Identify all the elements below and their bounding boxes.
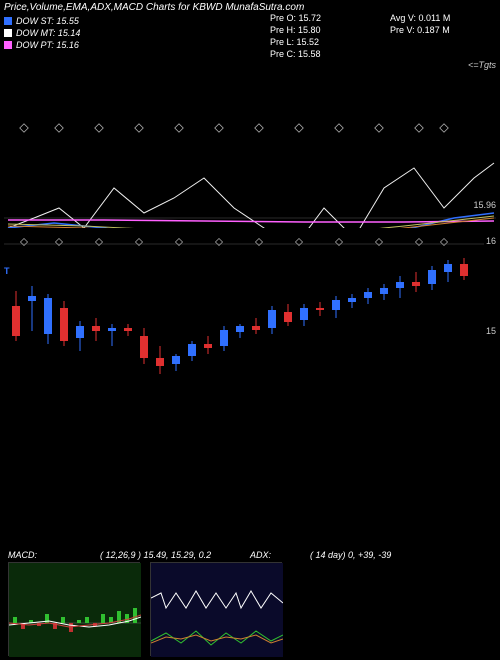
- stat-line: Pre O: 15.72: [270, 12, 321, 24]
- legend-box-st: [4, 17, 12, 25]
- stat-line: Pre H: 15.80: [270, 24, 321, 36]
- legend-label-mt: DOW MT: 15.14: [16, 28, 80, 38]
- t-marker: T: [4, 266, 10, 276]
- axis-15: 15: [486, 326, 496, 336]
- legend-box-mt: [4, 29, 12, 37]
- tgts-label: <=Tgts: [468, 60, 496, 70]
- adx-chart: [151, 563, 283, 657]
- stats-col2: Avg V: 0.011 MPre V: 0.187 M: [390, 12, 450, 36]
- macd-label: MACD:: [8, 550, 37, 560]
- stat-line: Pre V: 0.187 M: [390, 24, 450, 36]
- stat-line: Avg V: 0.011 M: [390, 12, 450, 24]
- macd-params: ( 12,26,9 ) 15.49, 15.29, 0.2: [100, 550, 211, 560]
- legend-label-pt: DOW PT: 15.16: [16, 40, 79, 50]
- stat-line: Pre L: 15.52: [270, 36, 321, 48]
- stats-col1: Pre O: 15.72Pre H: 15.80Pre L: 15.52Pre …: [270, 12, 321, 60]
- overlay-panel: <=Tgts 15.96: [4, 58, 496, 228]
- adx-params: ( 14 day) 0, +39, -39: [310, 550, 391, 560]
- macd-chart: [9, 563, 141, 657]
- candle-panel: 16 15 T: [4, 236, 496, 386]
- legend-dow-pt: DOW PT: 15.16: [0, 39, 500, 51]
- legend-box-pt: [4, 41, 12, 49]
- price-label: 15.96: [473, 200, 496, 210]
- overlay-chart: [4, 58, 496, 228]
- macd-panel: [8, 562, 140, 656]
- legend-label-st: DOW ST: 15.55: [16, 16, 79, 26]
- candle-chart: [4, 236, 496, 386]
- axis-16: 16: [486, 236, 496, 246]
- adx-panel: [150, 562, 282, 656]
- adx-label: ADX:: [250, 550, 271, 560]
